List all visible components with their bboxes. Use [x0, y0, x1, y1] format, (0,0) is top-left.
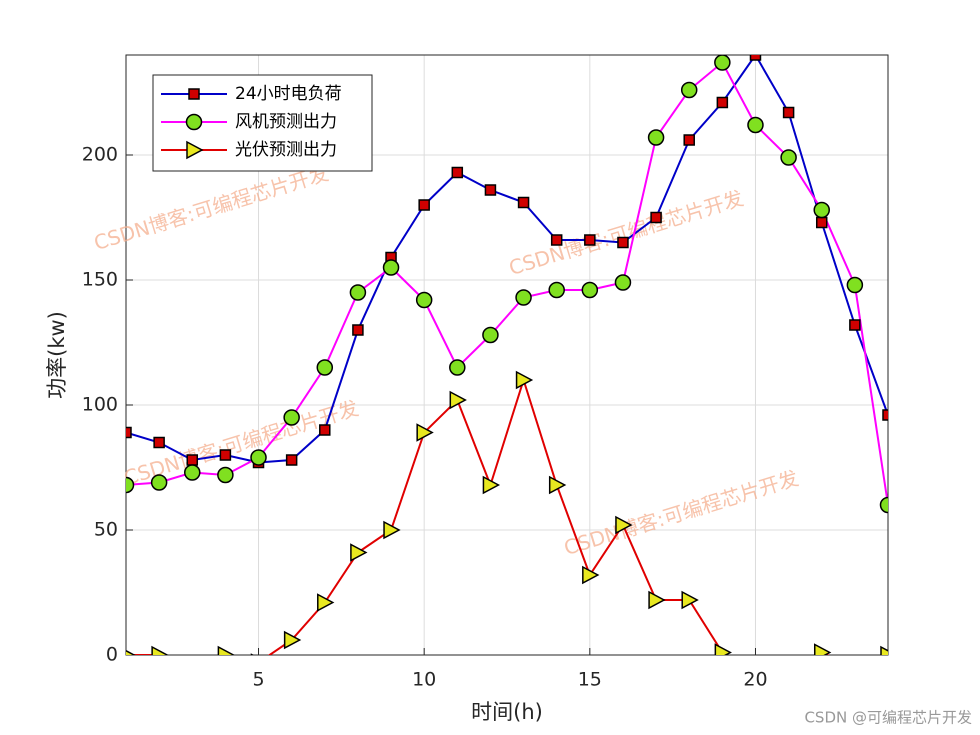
- marker: [615, 515, 633, 535]
- marker: [650, 211, 662, 224]
- marker: [880, 645, 888, 655]
- marker: [415, 291, 433, 309]
- marker: [849, 319, 861, 331]
- marker: [716, 96, 729, 109]
- legend-label: 24小时电负荷: [235, 84, 342, 104]
- marker: [150, 474, 168, 491]
- marker: [451, 166, 464, 179]
- marker: [319, 424, 331, 436]
- x-tick-label: 20: [743, 669, 767, 691]
- credit: CSDN @可编程芯片开发: [804, 709, 972, 727]
- marker: [714, 643, 732, 655]
- marker: [126, 476, 135, 494]
- marker: [482, 475, 501, 495]
- marker: [383, 520, 401, 540]
- marker: [548, 475, 567, 495]
- marker: [581, 281, 599, 299]
- marker: [714, 55, 731, 71]
- x-tick-label: 5: [252, 669, 264, 691]
- marker: [681, 590, 699, 610]
- marker: [350, 543, 368, 562]
- x-tick-label: 10: [412, 669, 436, 691]
- marker: [747, 116, 764, 134]
- marker: [484, 184, 497, 196]
- marker: [449, 390, 467, 410]
- marker: [780, 149, 797, 166]
- y-tick-label: 150: [82, 269, 118, 291]
- marker: [283, 409, 300, 426]
- marker: [813, 643, 832, 655]
- marker: [151, 645, 169, 655]
- marker: [250, 653, 255, 655]
- legend-marker: [188, 88, 200, 100]
- marker: [815, 216, 828, 229]
- marker: [217, 645, 235, 655]
- marker: [617, 236, 629, 249]
- legend-marker: [185, 113, 203, 131]
- marker: [285, 454, 298, 466]
- marker: [647, 129, 665, 146]
- marker: [186, 454, 199, 466]
- y-tick-label: 50: [94, 519, 118, 541]
- legend-marker: [186, 140, 204, 160]
- marker: [614, 274, 632, 291]
- marker: [416, 423, 434, 442]
- marker: [548, 281, 565, 299]
- marker: [582, 565, 600, 585]
- marker: [882, 409, 888, 421]
- marker: [517, 196, 530, 209]
- marker: [584, 234, 596, 246]
- marker: [349, 284, 367, 301]
- marker: [184, 464, 201, 481]
- marker: [217, 466, 234, 484]
- marker: [515, 289, 532, 306]
- marker: [683, 134, 695, 146]
- marker: [813, 201, 830, 219]
- x-axis-label: 时间(h): [471, 700, 543, 724]
- series-line: [126, 376, 888, 655]
- marker: [283, 630, 302, 650]
- marker: [648, 590, 666, 610]
- y-tick-label: 100: [82, 394, 118, 416]
- marker: [515, 370, 534, 390]
- marker: [382, 259, 400, 276]
- y-tick-label: 200: [82, 144, 118, 166]
- x-tick-label: 15: [578, 669, 602, 691]
- marker: [749, 55, 762, 61]
- marker: [846, 276, 864, 294]
- marker: [126, 426, 132, 439]
- marker: [680, 81, 698, 99]
- marker: [250, 449, 267, 466]
- marker: [550, 234, 563, 246]
- plot-area: [126, 55, 888, 655]
- marker: [316, 359, 334, 376]
- plot-frame: [125, 54, 889, 656]
- legend-label: 光伏预测出力: [235, 140, 337, 160]
- marker: [879, 496, 888, 514]
- marker: [153, 436, 165, 449]
- marker: [782, 106, 795, 119]
- legend-label: 风机预测出力: [235, 112, 337, 132]
- marker: [449, 359, 466, 376]
- marker: [126, 649, 136, 655]
- y-tick-label: 0: [106, 644, 118, 666]
- marker: [418, 199, 430, 211]
- marker: [317, 593, 335, 612]
- y-axis-label: 功率(kw): [45, 311, 69, 399]
- marker: [352, 324, 364, 336]
- marker: [482, 326, 499, 344]
- marker: [219, 449, 232, 461]
